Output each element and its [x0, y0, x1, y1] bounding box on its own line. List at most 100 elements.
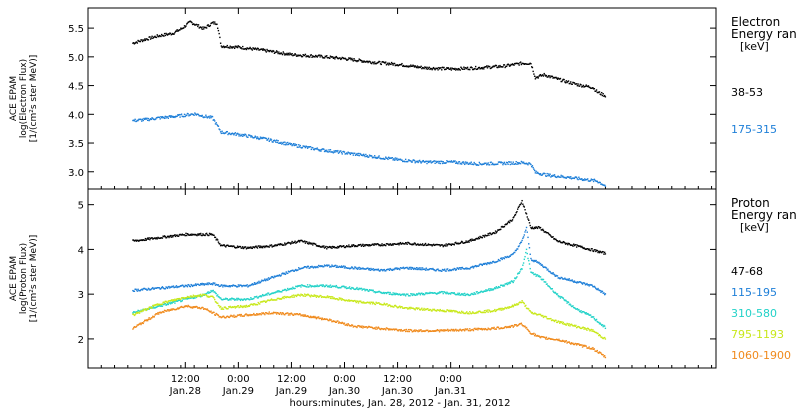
data-point [532, 333, 534, 335]
data-point [402, 293, 404, 295]
data-point [464, 312, 467, 315]
data-point [364, 155, 366, 158]
data-point [382, 304, 384, 306]
data-point [561, 175, 564, 177]
data-point [145, 118, 147, 120]
data-point [146, 119, 149, 122]
data-point [540, 278, 542, 280]
data-point [463, 242, 465, 244]
data-point [338, 297, 341, 299]
data-point [598, 351, 601, 353]
data-point [242, 315, 244, 317]
data-point [570, 343, 572, 345]
data-point [573, 343, 575, 346]
data-point [298, 239, 300, 242]
data-point [170, 301, 172, 304]
data-point [308, 146, 310, 148]
data-point [174, 308, 176, 311]
data-point [438, 269, 440, 272]
data-point [576, 308, 579, 310]
data-point [537, 172, 540, 175]
data-point [424, 242, 427, 245]
data-point [319, 294, 321, 297]
data-point [152, 117, 154, 120]
data-point [505, 326, 508, 329]
data-point [155, 312, 158, 315]
data-point [409, 295, 411, 297]
data-point [587, 249, 590, 251]
data-point [147, 238, 150, 240]
data-point [466, 293, 468, 296]
data-point [563, 299, 565, 301]
data-point [494, 328, 497, 330]
data-point [331, 151, 333, 153]
data-point [481, 264, 484, 267]
data-point [588, 328, 590, 331]
data-point [500, 161, 503, 163]
data-point [320, 246, 323, 248]
data-point [365, 243, 367, 246]
data-point [258, 302, 260, 305]
data-point [539, 336, 542, 339]
data-point [379, 269, 382, 271]
data-point [603, 184, 606, 186]
data-point [239, 299, 242, 302]
data-point [560, 174, 562, 177]
data-point [386, 291, 388, 294]
data-point [254, 283, 256, 285]
data-point [293, 287, 296, 290]
data-point [481, 311, 484, 314]
data-point [159, 305, 161, 307]
data-point [382, 244, 384, 247]
data-point [248, 47, 251, 50]
data-point [528, 330, 531, 333]
data-point [239, 245, 241, 248]
data-point [344, 300, 346, 302]
data-point [155, 36, 158, 39]
data-point [418, 268, 420, 271]
data-point [601, 183, 603, 185]
data-point [216, 313, 218, 315]
data-point [211, 283, 214, 286]
data-point [387, 268, 390, 270]
data-point [163, 117, 166, 120]
data-point [354, 288, 356, 291]
data-point [457, 312, 459, 314]
data-point [176, 234, 178, 236]
data-point [390, 157, 393, 159]
data-point [450, 69, 453, 71]
data-point [211, 233, 214, 236]
data-point [440, 330, 442, 332]
data-point [194, 306, 197, 308]
data-point [225, 131, 228, 133]
data-point [421, 160, 424, 162]
data-point [275, 291, 278, 293]
data-point [157, 116, 159, 118]
data-point [181, 115, 184, 118]
data-point [434, 292, 436, 294]
data-point [587, 313, 590, 315]
data-point [427, 292, 430, 295]
data-point [593, 330, 596, 333]
data-point [526, 252, 528, 255]
data-point [253, 297, 255, 300]
data-point [556, 78, 559, 80]
data-point [183, 286, 186, 288]
data-point [404, 243, 406, 245]
legend-title-line: Energy ran [731, 208, 797, 222]
data-point [320, 55, 323, 57]
data-point [345, 59, 348, 61]
data-point [315, 294, 317, 297]
data-point [243, 48, 245, 50]
data-point [448, 310, 450, 313]
data-point [340, 299, 343, 301]
data-point [477, 67, 479, 70]
data-point [472, 311, 474, 313]
data-point [327, 286, 329, 288]
data-point [431, 268, 433, 270]
data-point [347, 58, 349, 61]
data-point [261, 48, 263, 50]
data-point [480, 263, 483, 266]
data-point [454, 242, 456, 244]
data-point [171, 299, 173, 301]
